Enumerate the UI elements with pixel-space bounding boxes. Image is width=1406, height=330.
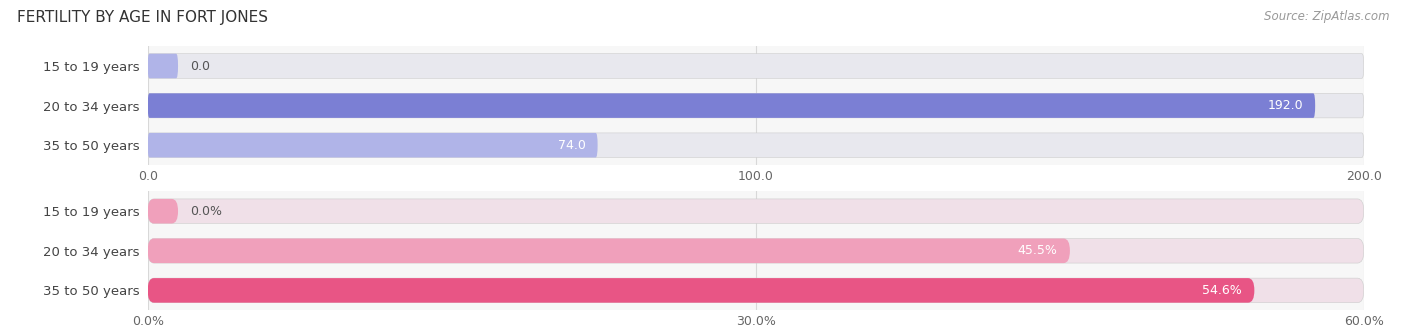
FancyBboxPatch shape xyxy=(148,93,1364,118)
Text: 0.0: 0.0 xyxy=(190,59,209,73)
FancyBboxPatch shape xyxy=(148,133,1364,157)
FancyBboxPatch shape xyxy=(148,54,179,78)
FancyBboxPatch shape xyxy=(148,93,1315,118)
Text: 54.6%: 54.6% xyxy=(1202,284,1243,297)
Text: 0.0%: 0.0% xyxy=(190,205,222,218)
FancyBboxPatch shape xyxy=(148,278,1364,303)
FancyBboxPatch shape xyxy=(148,199,1364,223)
FancyBboxPatch shape xyxy=(148,133,598,157)
Text: 45.5%: 45.5% xyxy=(1018,244,1057,257)
FancyBboxPatch shape xyxy=(148,239,1070,263)
FancyBboxPatch shape xyxy=(148,278,1254,303)
Text: Source: ZipAtlas.com: Source: ZipAtlas.com xyxy=(1264,10,1389,23)
Text: 192.0: 192.0 xyxy=(1267,99,1303,112)
FancyBboxPatch shape xyxy=(148,54,1364,78)
FancyBboxPatch shape xyxy=(148,239,1364,263)
Text: FERTILITY BY AGE IN FORT JONES: FERTILITY BY AGE IN FORT JONES xyxy=(17,10,269,25)
FancyBboxPatch shape xyxy=(148,199,179,223)
Text: 74.0: 74.0 xyxy=(558,139,585,152)
